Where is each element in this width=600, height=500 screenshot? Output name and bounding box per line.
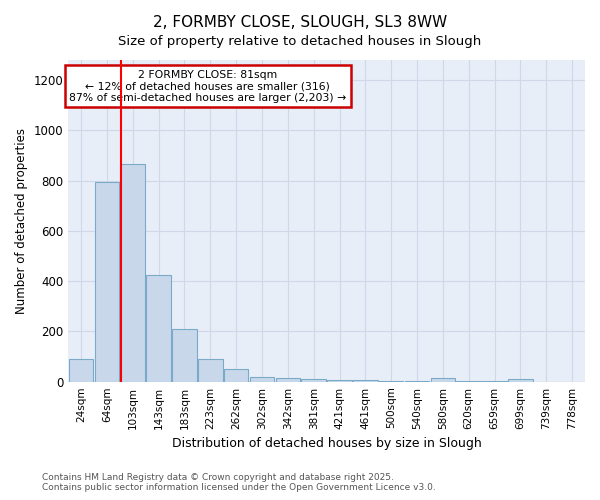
Text: Size of property relative to detached houses in Slough: Size of property relative to detached ho… bbox=[118, 35, 482, 48]
Bar bbox=[275, 378, 300, 382]
Bar bbox=[172, 329, 197, 382]
Bar bbox=[353, 380, 377, 382]
Text: 2 FORMBY CLOSE: 81sqm
← 12% of detached houses are smaller (316)
87% of semi-det: 2 FORMBY CLOSE: 81sqm ← 12% of detached … bbox=[69, 70, 346, 103]
Bar bbox=[508, 378, 533, 382]
Bar bbox=[198, 359, 223, 382]
Bar bbox=[146, 275, 171, 382]
Text: 2, FORMBY CLOSE, SLOUGH, SL3 8WW: 2, FORMBY CLOSE, SLOUGH, SL3 8WW bbox=[153, 15, 447, 30]
Bar bbox=[95, 182, 119, 382]
Text: Contains HM Land Registry data © Crown copyright and database right 2025.
Contai: Contains HM Land Registry data © Crown c… bbox=[42, 473, 436, 492]
Bar bbox=[301, 378, 326, 382]
Bar bbox=[457, 381, 481, 382]
Bar bbox=[431, 378, 455, 382]
Bar bbox=[405, 381, 430, 382]
Bar bbox=[121, 164, 145, 382]
Bar bbox=[69, 359, 94, 382]
Bar bbox=[379, 381, 403, 382]
X-axis label: Distribution of detached houses by size in Slough: Distribution of detached houses by size … bbox=[172, 437, 481, 450]
Bar bbox=[250, 376, 274, 382]
Bar bbox=[327, 380, 352, 382]
Y-axis label: Number of detached properties: Number of detached properties bbox=[15, 128, 28, 314]
Bar bbox=[224, 369, 248, 382]
